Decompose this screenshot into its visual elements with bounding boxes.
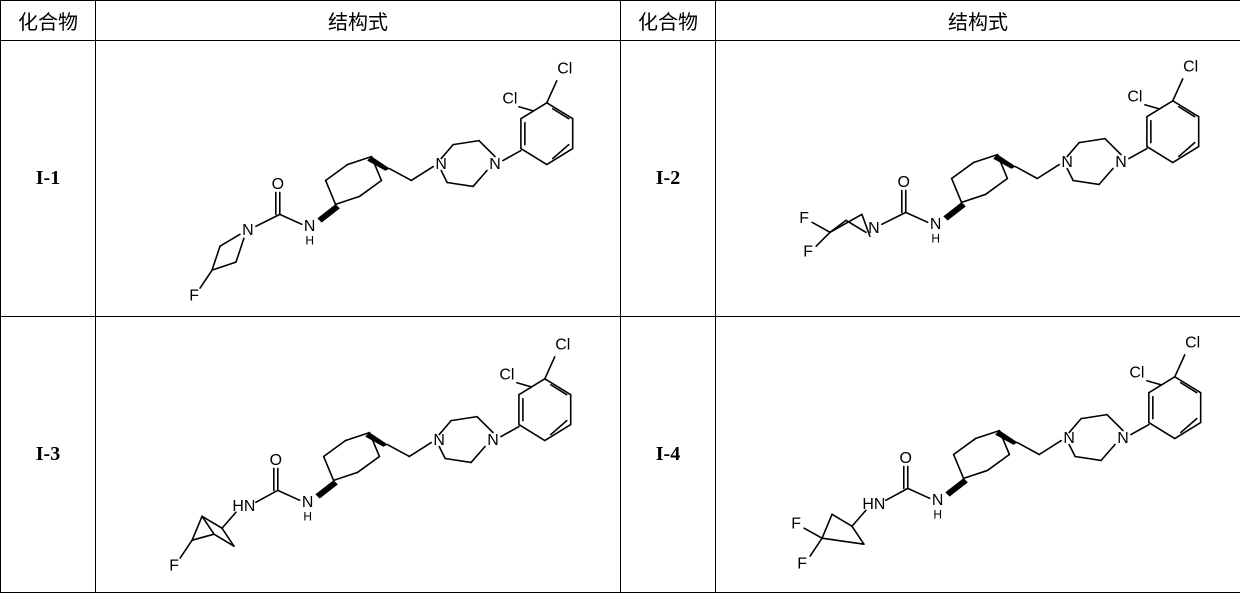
header-structure-1: 结构式 bbox=[96, 1, 621, 41]
svg-text:N: N bbox=[489, 156, 501, 173]
molecule-svg: Cl Cl N bbox=[716, 41, 1240, 311]
svg-text:H: H bbox=[933, 507, 942, 521]
svg-text:F: F bbox=[169, 558, 179, 575]
svg-text:Cl: Cl bbox=[557, 60, 572, 77]
svg-text:H: H bbox=[931, 231, 940, 245]
svg-text:H: H bbox=[303, 509, 312, 523]
svg-text:N: N bbox=[930, 216, 942, 233]
header-row: 化合物 结构式 化合物 结构式 bbox=[1, 1, 1240, 41]
svg-text:F: F bbox=[791, 516, 801, 533]
svg-text:O: O bbox=[900, 450, 912, 467]
header-compound-1: 化合物 bbox=[1, 1, 96, 41]
svg-text:N: N bbox=[1117, 430, 1129, 447]
svg-text:Cl: Cl bbox=[1129, 364, 1144, 381]
compound-id-I-1: I-1 bbox=[1, 41, 96, 317]
svg-text:F: F bbox=[803, 244, 813, 261]
svg-text:Cl: Cl bbox=[555, 336, 570, 353]
svg-text:Cl: Cl bbox=[1127, 88, 1142, 105]
compound-id-I-2: I-2 bbox=[621, 41, 716, 317]
molecule-svg: Cl Cl N bbox=[96, 41, 620, 311]
header-compound-2: 化合物 bbox=[621, 1, 716, 41]
compound-id-I-4: I-4 bbox=[621, 317, 716, 593]
svg-text:O: O bbox=[898, 174, 910, 191]
table-row: I-3 Cl Cl N bbox=[1, 317, 1240, 593]
svg-text:Cl: Cl bbox=[1185, 334, 1200, 351]
svg-text:O: O bbox=[270, 452, 282, 469]
svg-text:Cl: Cl bbox=[1183, 58, 1198, 75]
svg-text:F: F bbox=[799, 210, 809, 227]
svg-text:H: H bbox=[305, 233, 314, 247]
svg-text:F: F bbox=[189, 288, 199, 305]
svg-text:N: N bbox=[242, 222, 254, 239]
structure-I-1: Cl Cl N bbox=[96, 41, 621, 317]
svg-text:N: N bbox=[487, 432, 499, 449]
svg-text:Cl: Cl bbox=[499, 366, 514, 383]
header-structure-2: 结构式 bbox=[716, 1, 1240, 41]
svg-text:N: N bbox=[1115, 154, 1127, 171]
table-row: I-1 Cl Cl bbox=[1, 41, 1240, 317]
molecule-svg: Cl Cl N bbox=[716, 317, 1240, 587]
compound-table: 化合物 结构式 化合物 结构式 I-1 Cl Cl bbox=[0, 0, 1240, 593]
svg-text:N: N bbox=[932, 492, 944, 509]
svg-text:F: F bbox=[797, 556, 807, 573]
structure-I-3: Cl Cl N bbox=[96, 317, 621, 593]
compound-id-I-3: I-3 bbox=[1, 317, 96, 593]
svg-text:O: O bbox=[272, 176, 284, 193]
structure-I-4: Cl Cl N bbox=[716, 317, 1240, 593]
structure-I-2: Cl Cl N bbox=[716, 41, 1240, 317]
svg-text:Cl: Cl bbox=[502, 90, 517, 107]
svg-text:N: N bbox=[304, 218, 316, 235]
svg-text:N: N bbox=[302, 494, 314, 511]
molecule-svg: Cl Cl N bbox=[96, 317, 620, 587]
